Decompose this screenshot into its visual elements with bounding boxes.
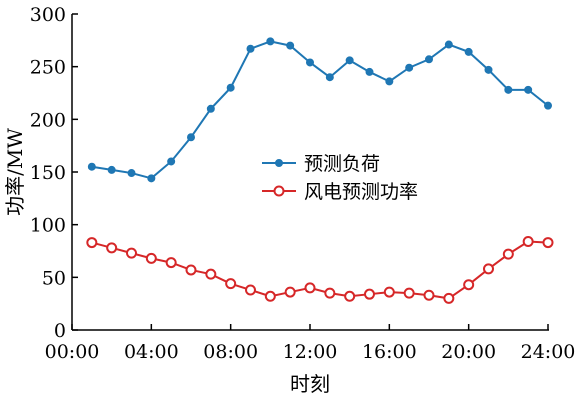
data-point — [504, 85, 513, 94]
data-point — [403, 287, 415, 299]
data-point — [127, 169, 136, 178]
legend-marker — [273, 185, 285, 197]
data-point — [544, 101, 552, 110]
data-point — [126, 247, 137, 259]
legend-label: 预测负荷 — [304, 153, 380, 175]
data-point — [524, 85, 533, 94]
data-point — [284, 286, 296, 298]
legend-label: 风电预测功率 — [304, 181, 418, 203]
x-tick-label: 00:00 — [45, 341, 100, 363]
y-tick-label: 250 — [30, 57, 66, 79]
data-point — [542, 237, 554, 249]
y-tick-label: 0 — [54, 320, 66, 342]
data-point — [266, 37, 275, 46]
data-point — [145, 252, 157, 264]
data-point — [246, 44, 255, 53]
data-point — [86, 237, 98, 249]
legend-marker — [275, 159, 283, 167]
y-tick-label: 300 — [30, 4, 66, 26]
y-tick-label: 200 — [30, 109, 66, 131]
x-tick-label: 08:00 — [203, 341, 258, 363]
data-point — [324, 287, 336, 299]
y-axis-ticks: 0 50 100 150 200 250 300 — [30, 4, 78, 342]
x-tick-label: 16:00 — [362, 341, 417, 363]
series-line — [91, 240, 549, 300]
x-axis-title: 时刻 — [290, 372, 330, 396]
data-point — [365, 67, 374, 76]
data-point — [484, 65, 493, 74]
data-point — [106, 242, 118, 254]
x-axis-ticks: 00:00 04:00 08:00 12:00 16:00 20:00 24:00 — [45, 324, 576, 363]
series-2 — [86, 236, 554, 304]
series-line — [91, 40, 549, 180]
data-point — [107, 165, 116, 174]
data-point — [463, 279, 475, 291]
data-point — [205, 268, 217, 280]
data-point — [425, 55, 433, 64]
data-point — [423, 289, 435, 301]
data-point — [345, 56, 354, 65]
data-point — [344, 290, 356, 302]
x-tick-label: 04:00 — [124, 341, 179, 363]
data-point — [147, 174, 156, 183]
data-point — [385, 77, 394, 86]
data-point — [206, 104, 215, 113]
legend-item: 预测负荷 — [262, 153, 380, 175]
x-tick-label: 20:00 — [441, 341, 496, 363]
data-point — [226, 83, 235, 92]
data-point — [405, 63, 414, 72]
x-tick-label: 12:00 — [283, 341, 338, 363]
data-point — [306, 58, 314, 67]
data-point — [364, 288, 375, 300]
x-tick-label: 24:00 — [521, 341, 576, 363]
data-point — [325, 73, 334, 82]
data-point — [87, 162, 96, 171]
data-point — [522, 236, 534, 248]
data-point — [443, 292, 455, 304]
data-point — [483, 263, 494, 275]
data-point — [167, 157, 176, 166]
legend-item: 风电预测功率 — [262, 181, 418, 203]
data-point — [286, 41, 295, 50]
plot-area: 00:00 04:00 08:00 12:00 16:00 20:00 24:00 0 50 1… — [30, 4, 576, 363]
y-tick-label: 50 — [42, 267, 66, 289]
data-point — [304, 282, 316, 294]
data-point — [187, 133, 195, 142]
data-point — [383, 286, 395, 298]
y-tick-label: 150 — [30, 162, 66, 184]
y-axis-title: 功率/MW — [3, 128, 27, 216]
data-point — [165, 257, 177, 269]
data-point — [225, 278, 237, 290]
data-point — [444, 40, 453, 49]
data-point — [502, 248, 514, 260]
series-1 — [87, 37, 552, 183]
data-point — [185, 264, 197, 276]
data-point — [264, 290, 276, 302]
series-layer — [86, 37, 554, 304]
y-tick-label: 100 — [30, 215, 66, 237]
data-point — [245, 284, 256, 296]
data-point — [464, 47, 473, 56]
